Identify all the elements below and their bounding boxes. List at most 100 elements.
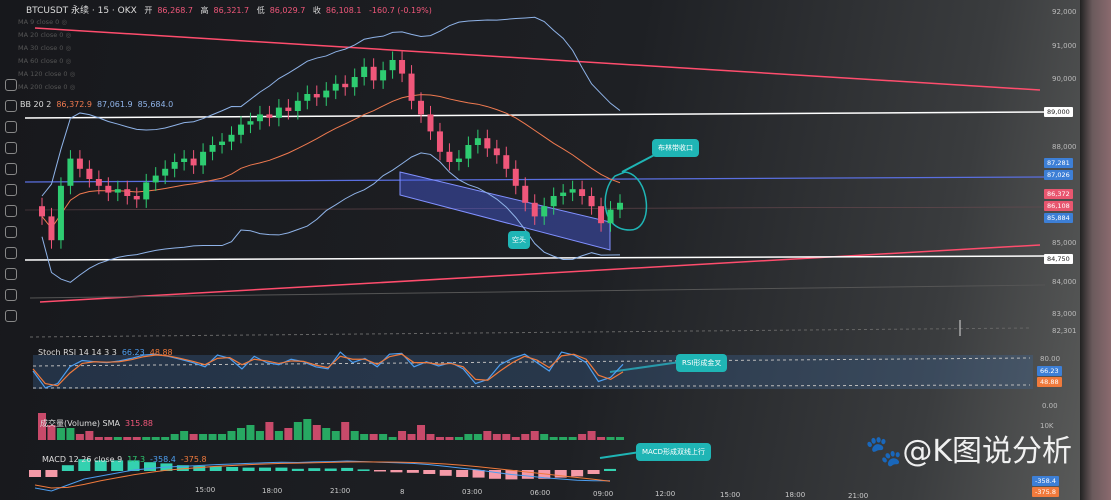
time-tick: 21:00 <box>848 492 869 500</box>
candle-body <box>114 189 121 193</box>
price-box: 85,884 <box>1044 213 1073 223</box>
volume-bar <box>435 437 444 440</box>
macd-histogram-bar <box>554 470 567 478</box>
stoch-axis-80: 80.00 <box>1040 355 1061 363</box>
volume-bar <box>218 434 227 440</box>
stoch-d-line <box>32 353 624 387</box>
macd-legend[interactable]: MACD 12 26 close 9 17.3 -358.4 -375.8 <box>42 455 207 464</box>
candle-body <box>418 100 425 115</box>
candle-body <box>617 202 623 210</box>
volume-bar <box>47 425 56 440</box>
stoch-k-box: 66.23 <box>1037 366 1062 376</box>
macd-histogram-bar <box>604 468 616 471</box>
macd-histogram-bar <box>275 467 288 471</box>
macd-annotation[interactable]: MACD形成双线上行 <box>636 443 711 461</box>
candle-body <box>484 138 491 149</box>
brush-tool-icon[interactable] <box>5 142 17 154</box>
crosshair-tool-icon[interactable] <box>5 79 17 91</box>
time-tick: 18:00 <box>262 486 283 495</box>
macd-histogram-bar <box>144 462 156 471</box>
fib-tool-icon[interactable] <box>5 121 17 133</box>
time-tick: 8 <box>400 487 405 496</box>
hidden-indicator-row[interactable]: MA 120 close 0 ◎ <box>18 70 76 78</box>
candle-body <box>105 185 112 193</box>
volume-bar <box>559 437 568 440</box>
eye-tool-icon[interactable] <box>5 268 17 280</box>
time-tick: 12:00 <box>655 490 676 499</box>
macd-histogram-bar <box>209 466 222 471</box>
price-box: 89,000 <box>1044 107 1073 117</box>
volume-bar <box>473 434 482 440</box>
volume-bar <box>578 434 587 440</box>
trendline-tool-icon[interactable] <box>5 100 17 112</box>
candle-body <box>237 124 244 135</box>
macd-histogram-bar <box>176 465 189 471</box>
measure-tool-icon[interactable] <box>5 184 17 196</box>
stoch-rsi-legend[interactable]: Stoch RSI 14 14 3 3 66.23 48.88 <box>38 348 173 357</box>
volume-bar <box>170 434 179 440</box>
candle-body <box>67 158 74 186</box>
bb-squeeze-annotation[interactable]: 布林带收口 <box>652 139 699 157</box>
volume-bar <box>199 434 208 440</box>
volume-bar <box>38 413 46 440</box>
bb-lower <box>41 152 621 283</box>
volume-bar <box>66 428 75 440</box>
volume-bar <box>208 434 217 440</box>
signal-line <box>34 461 611 489</box>
bb-squeeze-circle <box>604 171 648 231</box>
horizontal-line <box>24 176 1046 183</box>
candle-body <box>39 206 45 217</box>
volume-legend[interactable]: 成交量(Volume) SMA 315.88 <box>40 419 153 428</box>
volume-bar <box>113 437 122 440</box>
volume-bar <box>483 431 492 440</box>
link-tool-icon[interactable] <box>5 289 17 301</box>
zoom-tool-icon[interactable] <box>5 205 17 217</box>
pane-divider <box>29 284 1046 299</box>
volume-bar <box>123 437 132 440</box>
chart-canvas[interactable] <box>0 0 1085 500</box>
candle-body <box>228 134 235 142</box>
candle-body <box>162 168 169 176</box>
candle-body <box>399 60 406 74</box>
volume-bar <box>180 431 189 440</box>
price-tick: 92,000 <box>1052 8 1077 16</box>
volume-bar <box>85 431 94 440</box>
volume-bar <box>521 434 530 440</box>
candle-body <box>294 100 301 111</box>
candle-body <box>503 155 510 169</box>
candle-body <box>579 189 586 196</box>
lock-tool-icon[interactable] <box>5 247 17 259</box>
hidden-indicator-row[interactable]: MA 200 close 0 ◎ <box>18 83 76 91</box>
candle-body <box>427 114 434 132</box>
price-box: 87,281 <box>1044 158 1073 168</box>
symbol-title[interactable]: BTCUSDT 永续 · 15 · OKX <box>26 6 137 16</box>
text-tool-icon[interactable] <box>5 163 17 175</box>
volume-bar <box>341 422 350 440</box>
hidden-indicator-row[interactable]: MA 20 close 0 ◎ <box>18 31 72 39</box>
trash-icon[interactable] <box>5 310 17 322</box>
price-tick: 91,000 <box>1052 42 1077 50</box>
candle-body <box>247 121 254 125</box>
candle-body <box>541 206 548 217</box>
stoch-k-line <box>32 351 624 389</box>
descending-trendline <box>34 27 1041 91</box>
volume-bar <box>142 437 151 440</box>
bb-legend[interactable]: BB 20 2 86,372.9 87,061.9 85,684.0 <box>20 100 174 109</box>
hidden-indicator-row[interactable]: MA 30 close 0 ◎ <box>18 44 72 52</box>
magnet-tool-icon[interactable] <box>5 226 17 238</box>
volume-bar <box>246 425 255 440</box>
hidden-indicator-row[interactable]: MA 60 close 0 ◎ <box>18 57 72 65</box>
hidden-indicator-row[interactable]: MA 9 close 0 ◎ <box>18 18 68 26</box>
candle-body <box>370 66 377 81</box>
rsi-golden-cross-annotation[interactable]: RSI形成金叉 <box>676 354 728 372</box>
close-value: 86,108.1 <box>325 6 362 15</box>
ascending-trendline <box>39 244 1041 303</box>
candle-body <box>256 114 263 122</box>
crosshair-h <box>29 327 1031 338</box>
macd-histogram-bar <box>94 460 107 471</box>
stoch-axis-0: 0.00 <box>1042 402 1058 410</box>
macd-histogram-bar <box>489 470 501 479</box>
descending-channel <box>399 171 611 251</box>
time-tick: 03:00 <box>462 488 483 497</box>
bear-annotation[interactable]: 空头 <box>508 231 530 249</box>
